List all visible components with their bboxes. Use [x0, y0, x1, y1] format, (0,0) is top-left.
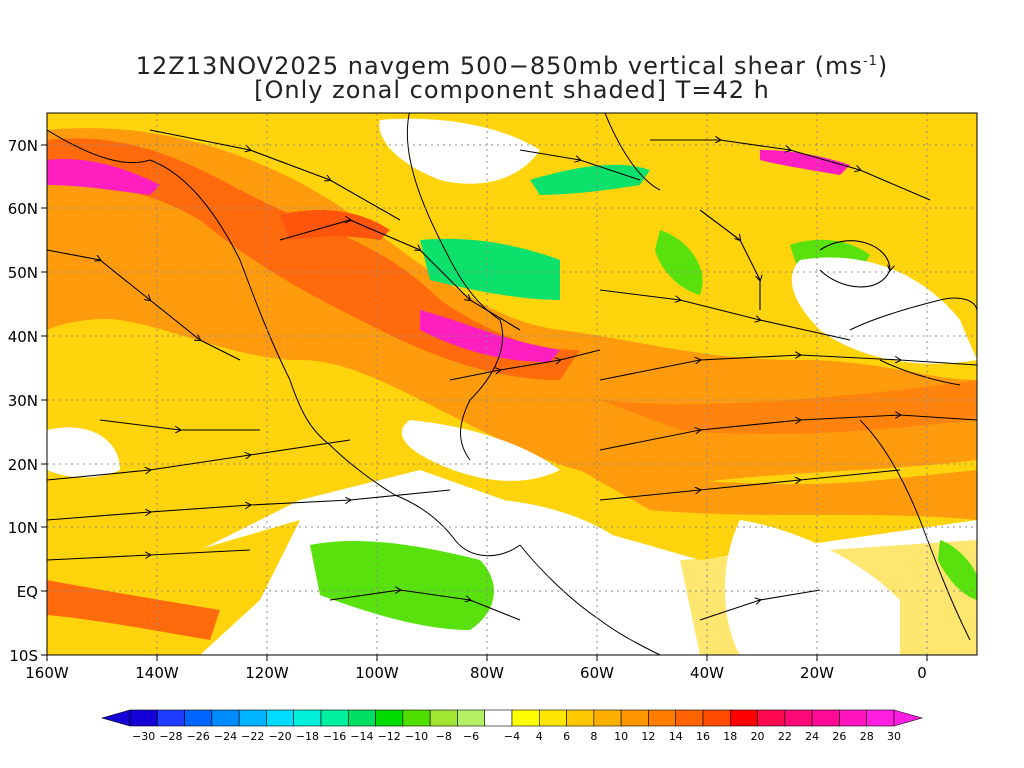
lat-label: 40N [8, 328, 38, 346]
title-unit-exponent: -1 [862, 54, 878, 69]
colorbar-swatch [566, 709, 595, 727]
colorbar-label: −20 [268, 730, 291, 743]
lon-label: 160W [25, 664, 69, 682]
colorbar-swatch [293, 709, 322, 727]
colorbar-label: −4 [504, 730, 520, 743]
latitude-labels: 70N 60N 50N 40N 30N 20N 10N EQ 10S [8, 137, 38, 665]
axis-ticks [41, 144, 928, 661]
colorbar-swatch [211, 709, 240, 727]
colorbar-label: 22 [778, 730, 792, 743]
colorbar-max-arrow [893, 709, 924, 727]
lat-label: 50N [8, 264, 38, 282]
lon-label: 60W [580, 664, 614, 682]
colorbar-swatch [375, 709, 404, 727]
colorbar-label: 28 [860, 730, 874, 743]
colorbar-swatch [484, 709, 513, 727]
lon-label: 100W [355, 664, 399, 682]
colorbar-swatch [839, 709, 868, 727]
lat-label: EQ [17, 583, 38, 601]
colorbar-label: −28 [159, 730, 182, 743]
lat-label: 20N [8, 456, 38, 474]
colorbar-label: −18 [296, 730, 319, 743]
colorbar-label: −8 [436, 730, 452, 743]
colorbar-swatch [266, 709, 295, 727]
colorbar-min-arrow [100, 709, 131, 727]
colorbar-label: 10 [614, 730, 628, 743]
colorbar-swatch [238, 709, 267, 727]
title-main: 12Z13NOV2025 navgem 500−850mb vertical s… [135, 52, 863, 80]
colorbar-label: −14 [350, 730, 373, 743]
colorbar-label: −10 [405, 730, 428, 743]
lon-label: 0 [917, 664, 927, 682]
lat-label: 70N [8, 137, 38, 155]
colorbar-swatch [811, 709, 840, 727]
colorbar-swatch [675, 709, 704, 727]
colorbar-swatch [702, 709, 731, 727]
lon-label: 20W [800, 664, 834, 682]
colorbar-label: 16 [696, 730, 710, 743]
colorbar-swatch [757, 709, 786, 727]
colorbar-label: 6 [563, 730, 570, 743]
colorbar-label: 8 [590, 730, 597, 743]
colorbar-swatch [511, 709, 540, 727]
colorbar-label: 12 [641, 730, 655, 743]
lon-label: 80W [470, 664, 504, 682]
title-line-1: 12Z13NOV2025 navgem 500−850mb vertical s… [0, 48, 1024, 80]
map-frame [46, 112, 978, 656]
shear-shading [47, 113, 977, 655]
colorbar-swatch [129, 709, 158, 727]
lon-label: 40W [690, 664, 724, 682]
colorbar-swatch [648, 709, 677, 727]
colorbar-label: 14 [669, 730, 683, 743]
colorbar-label: 24 [805, 730, 819, 743]
colorbar-swatch [156, 709, 185, 727]
colorbar-label: −22 [241, 730, 264, 743]
colorbar-swatch [429, 709, 458, 727]
title-close: ) [877, 52, 889, 80]
colorbar-label: 20 [751, 730, 765, 743]
colorbar-swatch [538, 709, 567, 727]
colorbar-label: 30 [887, 730, 901, 743]
colorbar-swatch [866, 709, 895, 727]
streamlines [47, 129, 977, 621]
colorbar-swatch [784, 709, 813, 727]
colorbar-label: −30 [132, 730, 155, 743]
lat-label: 60N [8, 200, 38, 218]
colorbar: −30 −28 −26 −24 −22 −20 −18 −16 −14 −12 −10 −8 −6 −4 4… [100, 709, 924, 743]
lat-label: 10N [8, 519, 38, 537]
colorbar-swatch [402, 709, 431, 727]
colorbar-swatch [593, 709, 622, 727]
colorbar-label: −12 [378, 730, 401, 743]
colorbar-label: −16 [323, 730, 346, 743]
colorbar-swatch [457, 709, 486, 727]
longitude-labels: 160W 140W 120W 100W 80W 60W 40W 20W 0 [25, 664, 927, 682]
map-area [47, 113, 977, 655]
colorbar-swatch [620, 709, 649, 727]
colorbar-label: 18 [723, 730, 737, 743]
colorbar-label: −26 [187, 730, 210, 743]
lon-label: 140W [135, 664, 179, 682]
colorbar-swatch [184, 709, 213, 727]
lat-label: 10S [9, 647, 38, 665]
colorbar-swatch [347, 709, 376, 727]
colorbar-swatch [320, 709, 349, 727]
lat-label: 30N [8, 392, 38, 410]
colorbar-label: 4 [536, 730, 543, 743]
title-line-2: [Only zonal component shaded] T=42 h [254, 76, 770, 104]
colorbar-label: −6 [463, 730, 479, 743]
lon-label: 120W [245, 664, 289, 682]
colorbar-label: −24 [214, 730, 237, 743]
colorbar-swatch [729, 709, 758, 727]
colorbar-label: 26 [832, 730, 846, 743]
